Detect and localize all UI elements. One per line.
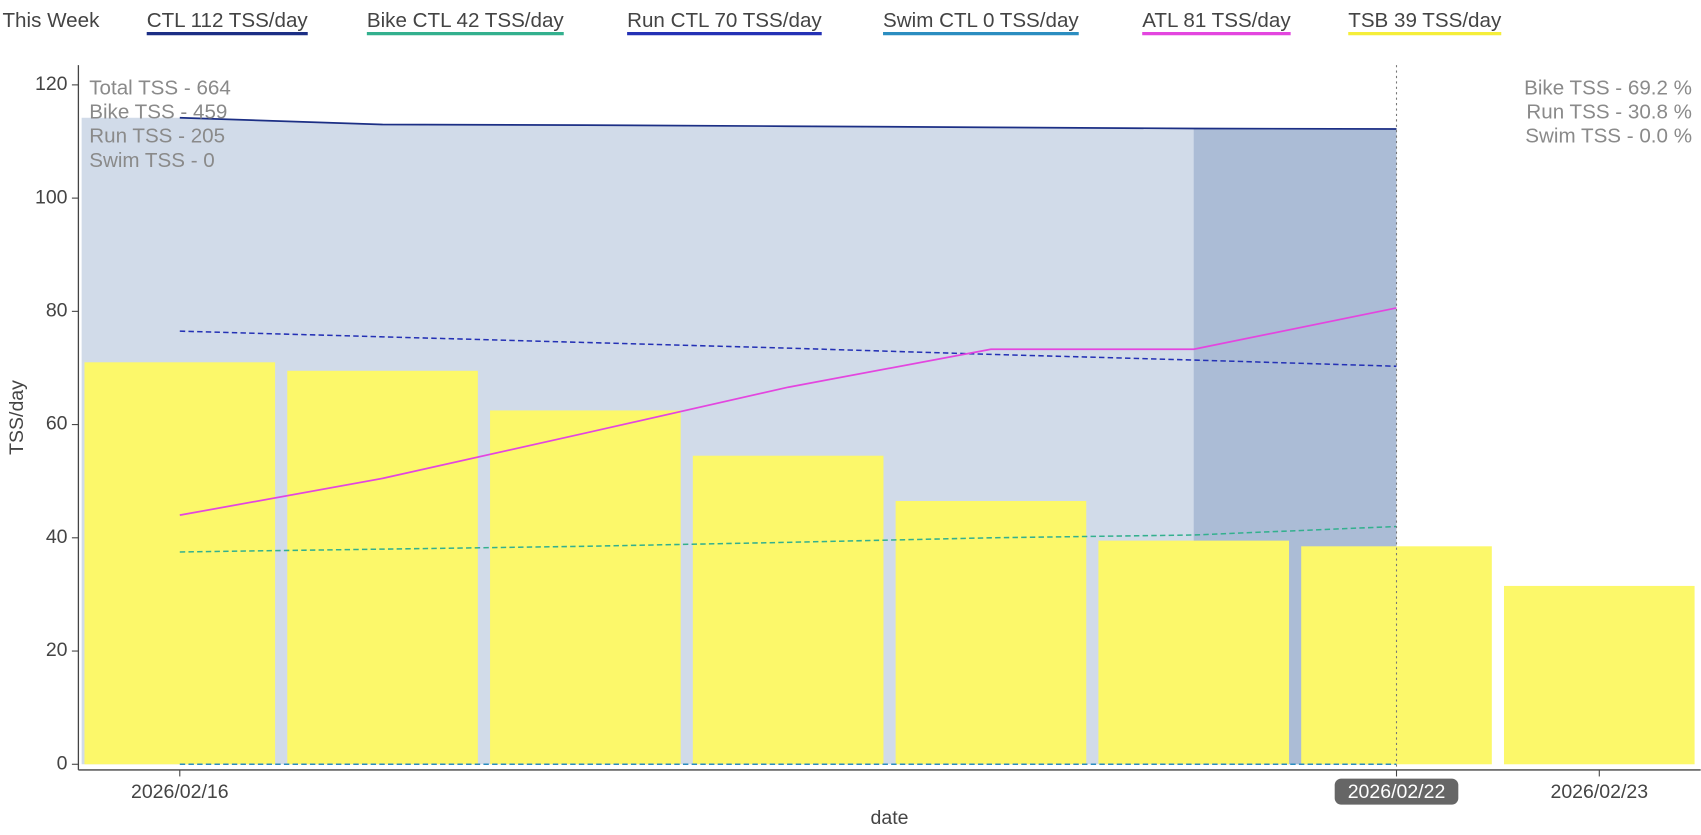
bar — [692, 455, 884, 765]
x-tick-label: 2026/02/23 — [1550, 781, 1648, 803]
annotation: Total TSS - 664 — [89, 76, 231, 99]
y-tick-label: 80 — [46, 300, 68, 322]
bar — [490, 410, 681, 765]
line — [179, 330, 1397, 368]
x-tick-label: 2026/02/16 — [131, 781, 229, 803]
y-tick-label: 0 — [57, 752, 68, 774]
annotation: Run TSS - 30.8 % — [1526, 101, 1692, 124]
line — [179, 525, 1397, 553]
x-tick-label: 2026/02/22 — [1348, 781, 1446, 803]
annotation: Swim TSS - 0.0 % — [1525, 125, 1692, 148]
legend-label[interactable]: ATL 81 TSS/day — [1142, 9, 1291, 32]
y-tick-label: 60 — [46, 413, 68, 435]
x-tick-highlight — [1334, 778, 1459, 805]
bar — [1098, 540, 1290, 765]
legend-label[interactable]: Bike CTL 42 TSS/day — [367, 9, 565, 32]
bar — [1301, 546, 1492, 765]
bar — [1503, 585, 1695, 765]
line — [179, 307, 1397, 517]
legend-label[interactable]: CTL 112 TSS/day — [147, 9, 309, 32]
y-tick-label: 20 — [46, 639, 68, 661]
annotation: Bike TSS - 69.2 % — [1524, 76, 1692, 99]
x-axis-title: date — [871, 807, 909, 829]
legend-label[interactable]: TSB 39 TSS/day — [1348, 9, 1502, 32]
bar — [84, 362, 276, 765]
legend-label[interactable]: Swim CTL 0 TSS/day — [883, 9, 1079, 32]
bar — [287, 370, 478, 765]
annotation: Bike TSS - 459 — [89, 101, 227, 124]
annotation: Run TSS - 205 — [89, 125, 225, 148]
y-axis-title: TSS/day — [6, 380, 28, 455]
y-tick-label: 120 — [35, 73, 68, 95]
line — [179, 116, 1397, 130]
bar — [895, 501, 1087, 765]
y-tick-label: 100 — [35, 186, 68, 208]
legend-label[interactable]: Run CTL 70 TSS/day — [627, 9, 822, 32]
y-tick-label: 40 — [46, 526, 68, 548]
legend-title: This Week — [2, 9, 100, 32]
annotation: Swim TSS - 0 — [89, 149, 215, 172]
